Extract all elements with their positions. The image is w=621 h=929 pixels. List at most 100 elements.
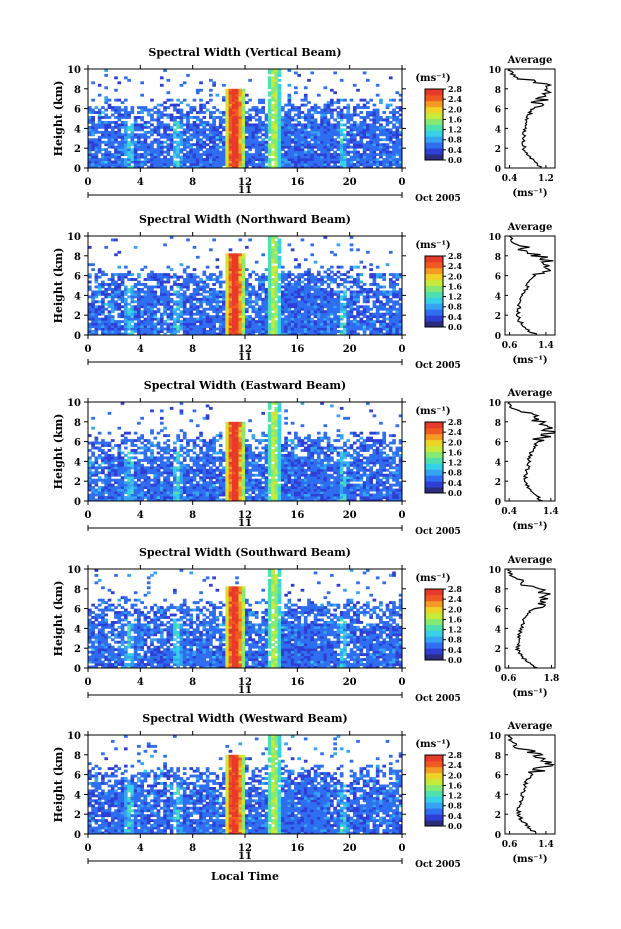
heatmap-cell xyxy=(156,456,161,460)
heatmap-cell xyxy=(274,125,279,129)
heatmap-cell xyxy=(313,285,318,289)
heatmap-cell xyxy=(228,138,233,142)
heatmap-cell xyxy=(120,478,125,482)
heatmap-cell xyxy=(326,120,331,124)
heatmap-cell xyxy=(143,265,148,269)
heatmap-cell xyxy=(280,290,285,294)
heatmap-cell xyxy=(231,113,236,117)
heatmap-cell xyxy=(300,300,305,304)
heatmap-cell xyxy=(290,317,295,321)
heatmap-cell xyxy=(231,312,236,316)
heatmap-cell xyxy=(326,273,331,277)
heatmap-cell xyxy=(241,292,246,296)
heatmap-cell xyxy=(274,135,279,139)
heatmap-cell xyxy=(297,332,301,336)
heatmap-cell xyxy=(182,295,187,299)
heatmap-cell xyxy=(287,69,292,72)
heatmap-cell xyxy=(130,273,135,277)
heatmap-cell xyxy=(231,273,236,277)
heatmap-cell xyxy=(209,145,213,149)
heatmap-cell xyxy=(140,451,144,455)
heatmap-cell xyxy=(159,275,164,279)
heatmap-cell xyxy=(120,160,125,164)
heatmap-cell xyxy=(107,153,112,157)
heatmap-cell xyxy=(307,165,311,169)
heatmap-cell xyxy=(205,312,210,316)
heatmap-cell xyxy=(326,292,331,296)
heatmap-cell xyxy=(88,125,92,129)
heatmap-cell xyxy=(156,278,161,281)
heatmap-cell xyxy=(110,493,115,497)
heatmap-cell xyxy=(163,133,167,137)
heatmap-cell xyxy=(228,106,233,110)
heatmap-cell xyxy=(235,101,239,105)
heatmap-cell xyxy=(133,153,138,157)
heatmap-cell xyxy=(143,478,148,482)
heatmap-cell xyxy=(195,118,200,122)
heatmap-cell xyxy=(104,153,109,157)
heatmap-cell xyxy=(303,317,308,321)
heatmap-cell xyxy=(156,431,161,435)
heatmap-cell xyxy=(303,138,308,142)
heatmap-cell xyxy=(150,483,154,487)
heatmap-cell xyxy=(88,488,92,492)
heatmap-cell xyxy=(261,310,266,314)
heatmap-cell xyxy=(261,120,266,124)
heatmap-cell xyxy=(382,312,387,316)
heatmap-cell xyxy=(163,307,167,311)
heatmap-cell xyxy=(225,125,230,129)
heatmap-cell xyxy=(284,113,288,117)
heatmap-cell xyxy=(186,113,190,117)
heatmap-cell xyxy=(290,273,295,277)
heatmap-cell xyxy=(375,128,380,132)
heatmap-cell xyxy=(123,297,128,301)
heatmap-cell xyxy=(274,312,279,316)
heatmap-cell xyxy=(336,98,341,102)
heatmap-cell xyxy=(307,130,311,134)
heatmap-cell xyxy=(352,295,357,299)
heatmap-cell xyxy=(369,287,373,291)
heatmap-cell xyxy=(123,265,128,269)
heatmap-cell xyxy=(261,153,266,157)
heatmap-cell xyxy=(316,295,321,299)
heatmap-cell xyxy=(179,315,184,319)
heatmap-cell xyxy=(110,496,115,499)
heatmap-cell xyxy=(127,125,131,129)
heatmap-cell xyxy=(153,297,158,301)
heatmap-cell xyxy=(150,463,154,467)
heatmap-cell xyxy=(107,453,112,457)
heatmap-cell xyxy=(186,265,190,269)
heatmap-cell xyxy=(379,130,383,134)
heatmap-cell xyxy=(277,295,282,299)
heatmap-cell xyxy=(267,158,272,161)
heatmap-cell xyxy=(287,275,292,279)
heatmap-cell xyxy=(114,133,118,137)
heatmap-cell xyxy=(333,133,337,137)
heatmap-cell xyxy=(179,108,184,112)
heatmap-cell xyxy=(222,312,226,316)
heatmap-cell xyxy=(382,148,387,152)
heatmap-cell xyxy=(388,135,393,139)
heatmap-cell xyxy=(202,280,207,284)
heatmap-cell xyxy=(392,108,396,112)
heatmap-cell xyxy=(169,143,174,147)
heatmap-cell xyxy=(97,83,102,87)
heatmap-cell xyxy=(189,150,194,154)
heatmap-cell xyxy=(123,138,128,142)
heatmap-cell xyxy=(297,312,301,316)
heatmap-cell xyxy=(398,108,403,112)
heatmap-cell xyxy=(110,292,115,296)
heatmap-cell xyxy=(182,81,187,85)
heatmap-cell xyxy=(241,283,246,286)
heatmap-cell xyxy=(392,160,396,164)
heatmap-cell xyxy=(267,330,272,333)
heatmap-cell xyxy=(163,280,167,284)
heatmap-cell xyxy=(205,295,210,299)
heatmap-cell xyxy=(231,160,236,164)
heatmap-cell xyxy=(94,300,99,304)
heatmap-cell xyxy=(225,300,230,304)
heatmap-cell xyxy=(277,258,282,262)
colorbar-swatch xyxy=(425,279,443,286)
heatmap-cell xyxy=(277,86,282,90)
heatmap-cell xyxy=(222,135,226,139)
